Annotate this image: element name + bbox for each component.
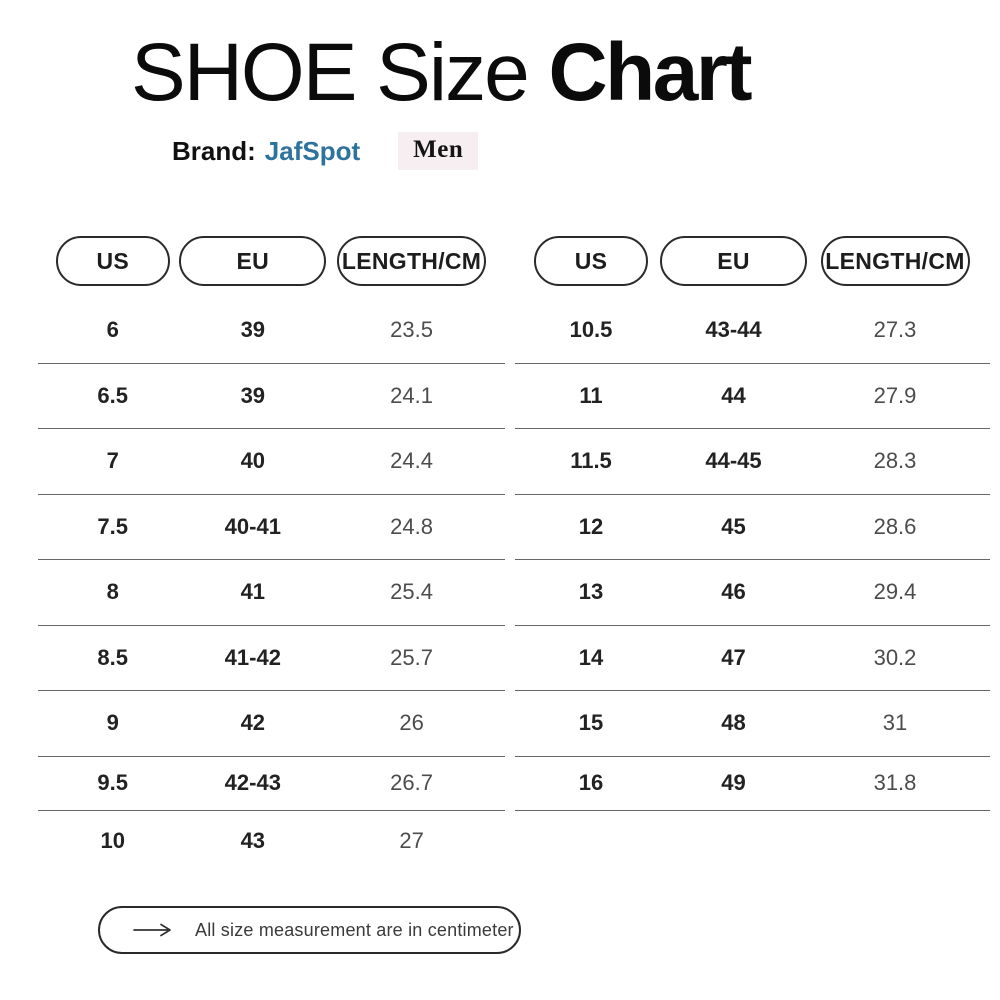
eu-cell: 43 [240,827,266,853]
eu-cell: 44 [721,382,746,408]
table-row: 10 43 27 [38,811,505,871]
us-cell: 10.5 [569,317,613,343]
brand-row: Brand: JafSpot Men [172,132,479,170]
table-row: 8.5 41-42 25.7 [38,626,505,691]
eu-cell: 48 [721,710,746,736]
eu-cell: 41-42 [224,644,281,670]
table-row: 13 46 29.4 [515,560,990,626]
table-row: 7 40 24.4 [38,429,505,495]
column-header-eu: EU [660,236,807,286]
table-row: 9 42 26 [38,691,505,757]
us-cell: 15 [578,710,604,736]
table-row: 11.5 44-45 28.3 [515,429,990,495]
table-row: 10.5 43-44 27.3 [515,298,990,364]
column-header-length: LENGTH/CM [820,236,970,286]
eu-cell: 47 [721,644,746,670]
length-cell: 23.5 [390,317,433,343]
page-title: SHOE Size Chart [131,27,753,118]
length-cell: 27.9 [873,382,917,408]
us-cell: 8 [106,579,119,605]
length-cell: 27.3 [873,317,917,343]
table-row: 11 44 27.9 [515,364,990,429]
length-cell: 26.7 [390,770,433,795]
us-cell: 7.5 [97,513,129,539]
length-cell: 24.1 [390,382,433,408]
us-cell: 14 [578,644,604,670]
us-cell: 16 [578,770,604,795]
table-header-right: US EU LENGTH/CM [515,236,990,286]
length-cell: 26 [399,710,424,736]
us-cell: 9.5 [97,770,129,795]
eu-cell: 42 [240,710,266,736]
length-cell: 24.4 [390,448,433,474]
eu-cell: 42-43 [224,770,281,795]
footer-note-text: All size measurement are in centimeter [195,919,514,940]
length-cell: 28.3 [873,448,917,474]
length-cell: 29.4 [873,579,917,605]
us-cell: 7 [106,448,119,474]
eu-cell: 43-44 [705,317,762,343]
table-row: 6 39 23.5 [38,298,505,364]
eu-cell: 46 [721,579,746,605]
title-bold: Chart [548,27,752,118]
us-cell: 12 [578,513,604,539]
eu-cell: 40-41 [224,513,281,539]
column-header-eu: EU [179,236,327,286]
column-header-length: LENGTH/CM [337,236,487,286]
size-tables: US EU LENGTH/CM 6 39 23.5 6.5 39 24.1 7 … [38,236,990,871]
length-cell: 25.4 [390,579,433,605]
brand-label: Brand: [172,135,256,166]
table-row: 9.5 42-43 26.7 [38,757,505,811]
size-table-right: US EU LENGTH/CM 10.5 43-44 27.3 11 44 27… [515,236,990,871]
table-row: 14 47 30.2 [515,626,990,691]
us-cell: 6.5 [97,382,129,408]
brand-name: JafSpot [264,135,361,166]
right-arrow-icon [133,923,171,937]
eu-cell: 39 [240,382,266,408]
eu-cell: 45 [721,513,746,539]
length-cell: 31.8 [873,770,917,795]
table-row: 6.5 39 24.1 [38,364,505,429]
eu-cell: 49 [721,770,746,795]
table-row: 16 49 31.8 [515,757,990,811]
column-header-us: US [55,236,170,286]
table-row: 15 48 31 [515,691,990,757]
length-cell: 31 [882,710,908,736]
length-cell: 30.2 [873,644,917,670]
eu-cell: 44-45 [705,448,762,474]
us-cell: 13 [578,579,604,605]
us-cell: 11 [579,382,603,408]
length-cell: 28.6 [873,513,917,539]
length-cell: 24.8 [390,513,433,539]
length-cell: 25.7 [390,644,433,670]
table-row: 12 45 28.6 [515,495,990,560]
table-row: 7.5 40-41 24.8 [38,495,505,560]
us-cell: 11.5 [570,448,612,474]
eu-cell: 39 [240,317,266,343]
table-row: 8 41 25.4 [38,560,505,626]
length-cell: 27 [399,827,424,853]
us-cell: 9 [106,710,119,736]
us-cell: 10 [100,827,125,853]
us-cell: 8.5 [97,644,129,670]
size-table-left: US EU LENGTH/CM 6 39 23.5 6.5 39 24.1 7 … [38,236,505,871]
column-header-us: US [534,236,648,286]
eu-cell: 40 [240,448,266,474]
measurement-note: All size measurement are in centimeter [98,906,521,954]
eu-cell: 41 [240,579,266,605]
table-header-left: US EU LENGTH/CM [38,236,505,286]
us-cell: 6 [106,317,119,343]
title-regular: SHOE Size [131,27,549,118]
gender-badge: Men [398,132,479,170]
